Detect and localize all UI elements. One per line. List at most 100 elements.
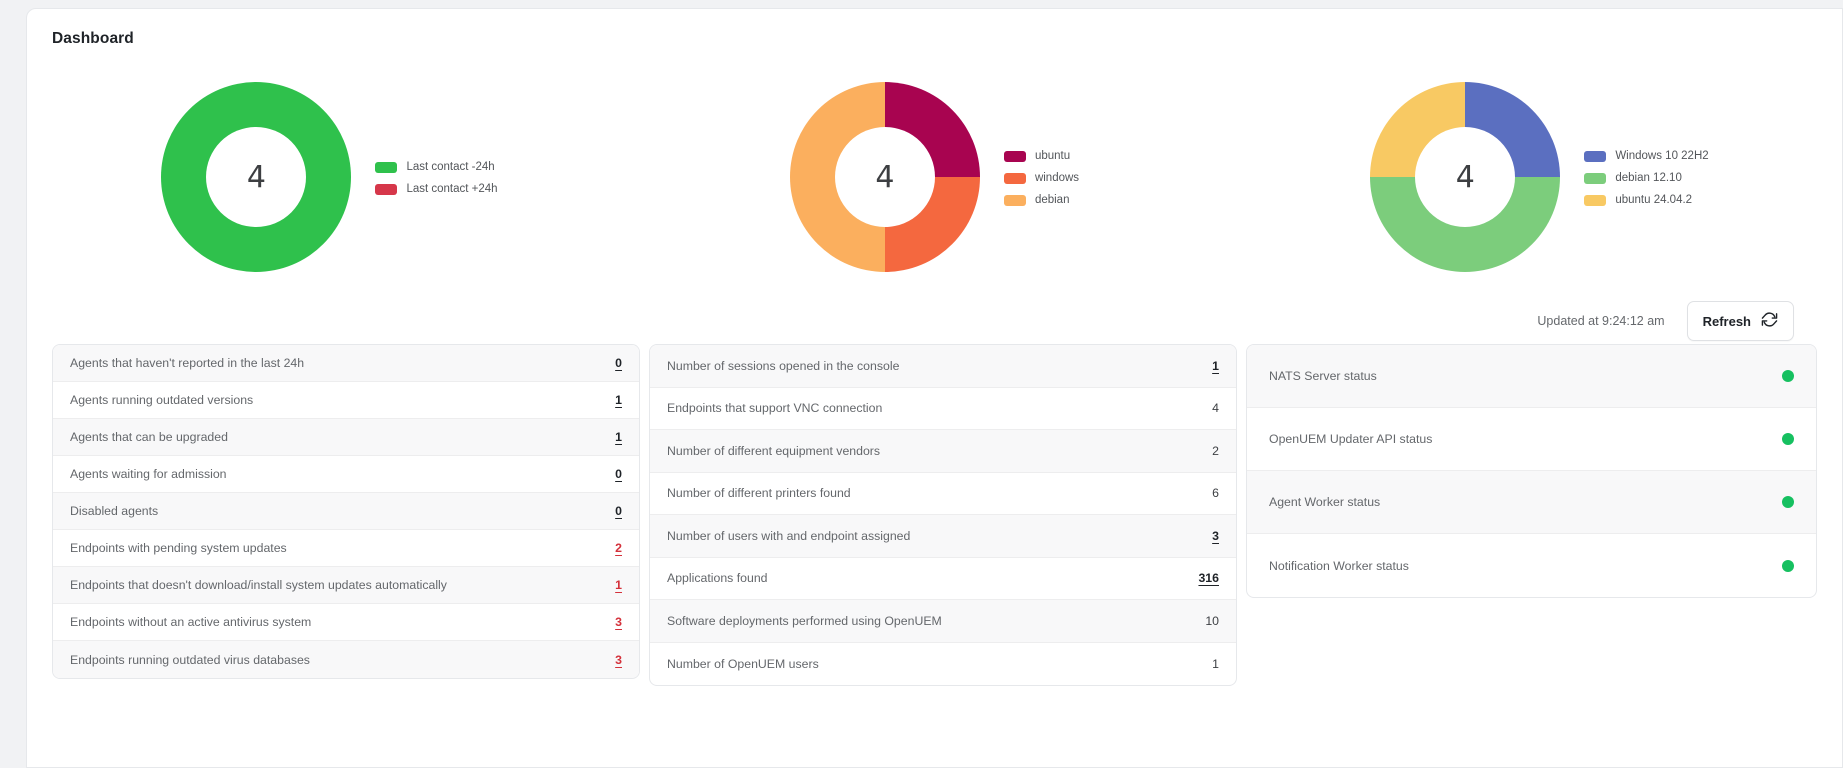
row-value[interactable]: 1 — [615, 393, 622, 407]
legend-swatch-icon — [1584, 150, 1607, 162]
refresh-button[interactable]: Refresh — [1686, 301, 1794, 341]
row-value[interactable]: 0 — [615, 504, 622, 518]
table-row[interactable]: Software deployments performed using Ope… — [650, 600, 1236, 643]
status-badge — [1782, 433, 1794, 445]
table-row[interactable]: Agents running outdated versions 1 — [53, 382, 639, 419]
row-label: Endpoints with pending system updates — [70, 541, 287, 555]
row-value[interactable]: 3 — [615, 652, 622, 667]
legend-item[interactable]: ubuntu — [1003, 150, 1079, 162]
row-label: Number of sessions opened in the console — [667, 358, 900, 373]
donut-center-2: 4 — [834, 127, 935, 227]
table-row[interactable]: Number of sessions opened in the console… — [650, 345, 1236, 388]
row-value[interactable]: 0 — [615, 467, 622, 481]
row-label: Number of different equipment vendors — [667, 443, 881, 458]
table-row[interactable]: Disabled agents 0 — [53, 493, 639, 530]
refresh-icon — [1761, 311, 1778, 331]
row-label: Endpoints running outdated virus databas… — [70, 652, 310, 667]
row-label: Applications found — [667, 571, 768, 586]
row-value[interactable]: 1 — [615, 578, 622, 592]
row-value[interactable]: 316 — [1198, 571, 1219, 586]
chart-os-versions: 4 Windows 10 22H2 debian 12.10 ubuntu 24… — [1237, 56, 1842, 298]
status-badge — [1782, 370, 1794, 382]
row-value: 2 — [1212, 443, 1219, 458]
status-badge — [1782, 559, 1794, 572]
table-row[interactable]: Number of users with and endpoint assign… — [650, 515, 1236, 558]
row-label: Endpoints without an active antivirus sy… — [70, 615, 312, 629]
service-status-panel: NATS Server status OpenUEM Updater API s… — [1246, 344, 1817, 598]
donut-center-value-3: 4 — [1455, 159, 1475, 195]
row-value: 6 — [1212, 486, 1219, 501]
charts-row: 4 Last contact -24h Last contact +24h 4 — [27, 48, 1842, 298]
legend-swatch-icon — [1003, 150, 1026, 162]
table-row[interactable]: Number of different printers found 6 — [650, 473, 1236, 515]
donut-center-1: 4 — [206, 127, 307, 227]
row-label: OpenUEM Updater API status — [1269, 432, 1433, 446]
legend-item[interactable]: debian — [1003, 194, 1079, 206]
donut-center-3: 4 — [1415, 127, 1516, 227]
row-value[interactable]: 2 — [615, 541, 622, 555]
row-label: Agents running outdated versions — [70, 393, 254, 407]
legend-item[interactable]: Windows 10 22H2 — [1584, 150, 1709, 162]
legend-swatch-icon — [1003, 194, 1026, 206]
row-label: Agents that haven't reported in the last… — [70, 356, 305, 370]
legend-2: ubuntu windows debian — [1003, 148, 1080, 206]
table-row[interactable]: Applications found 316 — [650, 558, 1236, 600]
legend-3: Windows 10 22H2 debian 12.10 ubuntu 24.0… — [1584, 148, 1709, 206]
row-value: 4 — [1212, 401, 1219, 416]
row-label: Software deployments performed using Ope… — [667, 613, 942, 628]
chart-operating-systems: 4 ubuntu windows debian — [632, 56, 1237, 298]
legend-swatch-icon — [375, 161, 398, 173]
table-row[interactable]: Agents that haven't reported in the last… — [53, 345, 639, 382]
table-row[interactable]: Number of different equipment vendors 2 — [650, 430, 1236, 473]
legend-label: ubuntu — [1034, 150, 1071, 162]
page-title: Dashboard — [52, 30, 134, 47]
legend-swatch-icon — [1584, 172, 1607, 184]
row-label: NATS Server status — [1269, 369, 1377, 383]
donut-chart-1: 4 — [161, 82, 352, 272]
table-row[interactable]: Agents waiting for admission 0 — [53, 456, 639, 493]
row-label: Endpoints that doesn't download/install … — [70, 578, 447, 592]
refresh-bar: Updated at 9:24:12 am Refresh — [27, 298, 1842, 344]
legend-item[interactable]: windows — [1003, 172, 1080, 184]
table-row[interactable]: Notification Worker status — [1247, 534, 1816, 597]
table-row[interactable]: Endpoints with pending system updates 2 — [53, 530, 639, 567]
legend-label: Last contact +24h — [406, 183, 498, 195]
agents-summary-panel: Agents that haven't reported in the last… — [52, 344, 640, 679]
legend-swatch-icon — [1584, 194, 1607, 206]
table-row[interactable]: Agents that can be upgraded 1 — [53, 419, 639, 456]
legend-swatch-icon — [375, 183, 398, 195]
row-label: Agents waiting for admission — [70, 467, 227, 481]
row-value[interactable]: 1 — [615, 430, 622, 444]
row-value[interactable]: 0 — [615, 356, 622, 370]
table-row[interactable]: Endpoints that support VNC connection 4 — [650, 388, 1236, 430]
stats-summary-panel: Number of sessions opened in the console… — [649, 344, 1237, 686]
table-row[interactable]: NATS Server status — [1247, 345, 1816, 408]
row-value[interactable]: 1 — [1212, 358, 1219, 373]
row-label: Notification Worker status — [1269, 558, 1409, 573]
donut-chart-2: 4 — [789, 82, 980, 272]
table-row[interactable]: Number of OpenUEM users 1 — [650, 643, 1236, 686]
legend-1: Last contact -24h Last contact +24h — [375, 159, 498, 195]
panels-row: Agents that haven't reported in the last… — [27, 344, 1842, 686]
legend-item[interactable]: Last contact -24h — [375, 161, 497, 173]
legend-item[interactable]: ubuntu 24.04.2 — [1584, 194, 1708, 206]
donut-center-value-2: 4 — [875, 159, 895, 195]
legend-label: windows — [1034, 172, 1080, 184]
status-badge — [1782, 496, 1794, 508]
table-row[interactable]: Endpoints running outdated virus databas… — [53, 641, 639, 678]
table-row[interactable]: Endpoints without an active antivirus sy… — [53, 604, 639, 641]
legend-item[interactable]: Last contact +24h — [375, 183, 498, 195]
row-value[interactable]: 3 — [615, 615, 622, 629]
row-label: Number of different printers found — [667, 486, 851, 501]
table-row[interactable]: Endpoints that doesn't download/install … — [53, 567, 639, 604]
updated-timestamp: Updated at 9:24:12 am — [1537, 314, 1665, 328]
table-row[interactable]: Agent Worker status — [1247, 471, 1816, 534]
legend-label: Windows 10 22H2 — [1615, 150, 1709, 162]
row-value[interactable]: 3 — [1212, 528, 1219, 543]
table-row[interactable]: OpenUEM Updater API status — [1247, 408, 1816, 471]
legend-item[interactable]: debian 12.10 — [1584, 172, 1708, 184]
donut-chart-3: 4 — [1370, 82, 1561, 272]
row-label: Disabled agents — [70, 504, 159, 518]
legend-swatch-icon — [1003, 172, 1026, 184]
row-label: Agents that can be upgraded — [70, 430, 228, 444]
